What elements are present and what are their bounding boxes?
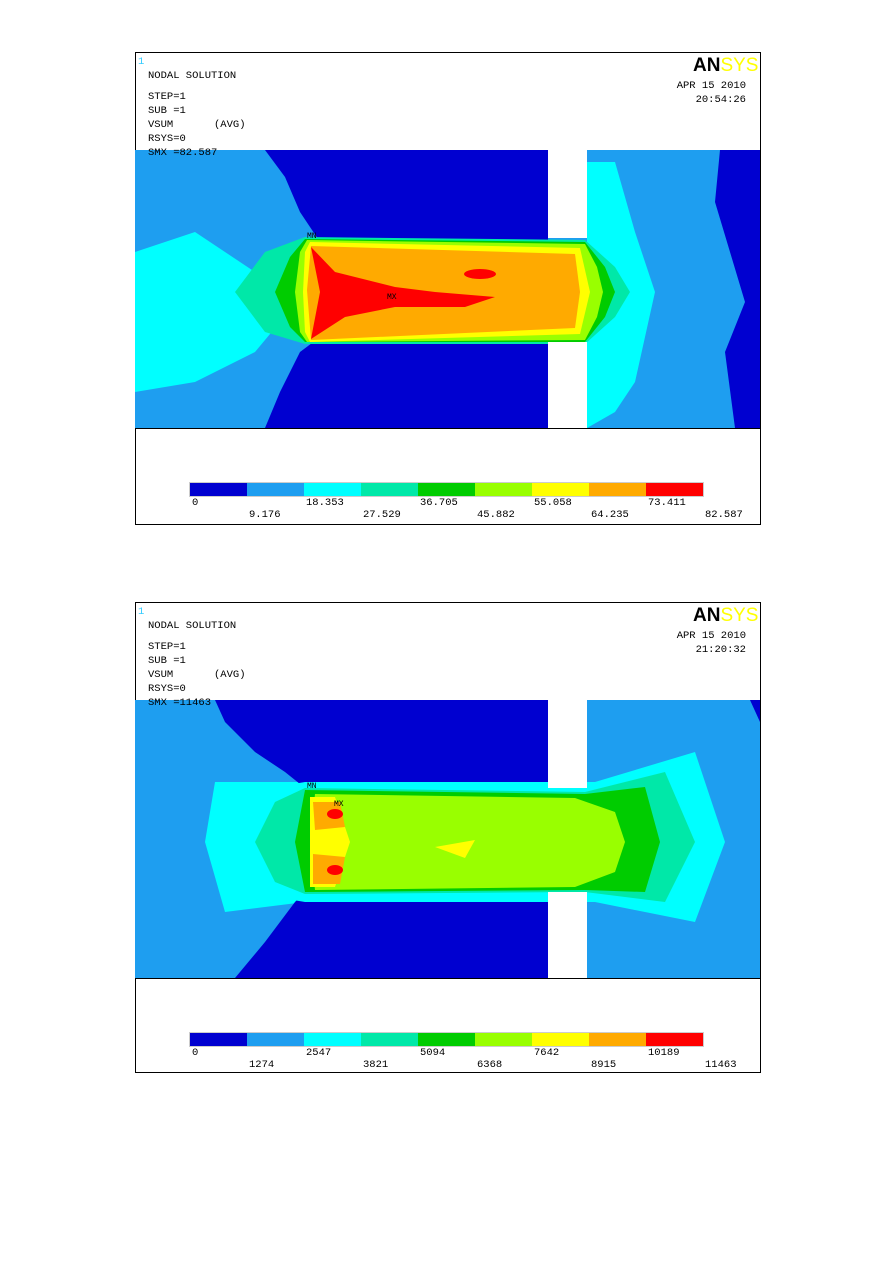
slot	[548, 150, 587, 238]
logo: AN	[693, 55, 720, 76]
slot	[548, 892, 587, 978]
legend-label: 3821	[363, 1059, 388, 1071]
label: SUB =1	[148, 105, 186, 117]
legend-swatch	[247, 1033, 304, 1046]
legend-label: 5094	[420, 1047, 445, 1059]
legend-swatch	[646, 483, 703, 496]
legend-swatch	[475, 1033, 532, 1046]
label: NODAL SOLUTION	[148, 620, 236, 632]
legend-label: 2547	[306, 1047, 331, 1059]
label: STEP=1	[148, 641, 186, 653]
time: 21:20:32	[696, 644, 746, 656]
legend-label: 18.353	[306, 497, 344, 509]
min-marker: MN	[307, 782, 317, 791]
legend-swatch	[532, 1033, 589, 1046]
legend-label: 0	[192, 497, 198, 509]
legend-label: 36.705	[420, 497, 458, 509]
label: NODAL SOLUTION	[148, 70, 236, 82]
label: RSYS=0	[148, 133, 186, 145]
legend-swatch	[589, 483, 646, 496]
legend-swatch	[475, 483, 532, 496]
label: STEP=1	[148, 91, 186, 103]
legend-swatch	[361, 483, 418, 496]
legend-label: 1274	[249, 1059, 274, 1071]
label: (AVG)	[214, 119, 246, 131]
legend-label: 45.882	[477, 509, 515, 521]
legend-label: 0	[192, 1047, 198, 1059]
label: (AVG)	[214, 669, 246, 681]
contour-region	[265, 150, 548, 242]
contour-region	[215, 700, 548, 792]
contour-region	[135, 232, 305, 392]
slot	[548, 342, 587, 428]
label: RSYS=0	[148, 683, 186, 695]
legend-label: 6368	[477, 1059, 502, 1071]
time: 20:54:26	[696, 94, 746, 106]
legend-label: 55.058	[534, 497, 572, 509]
contour-region	[311, 247, 495, 339]
legend-label: 27.529	[363, 509, 401, 521]
legend-swatch	[190, 483, 247, 496]
legend-label: 9.176	[249, 509, 281, 521]
legend-swatch	[361, 1033, 418, 1046]
legend-label: 7642	[534, 1047, 559, 1059]
contour-region	[327, 809, 343, 819]
legend-label: 73.411	[648, 497, 686, 509]
plot-panel: 1 NODAL SOLUTION STEP=1 SUB =1 VSUM (AVG) RSYS…	[135, 602, 761, 1073]
contour-region	[750, 700, 760, 722]
legend-swatch	[247, 483, 304, 496]
label: SUB =1	[148, 655, 186, 667]
contour-region	[464, 269, 496, 279]
legend-swatch	[418, 483, 475, 496]
contour-region	[265, 337, 548, 428]
legend-swatch	[418, 1033, 475, 1046]
legend-swatch	[532, 483, 589, 496]
window-number: 1	[138, 56, 144, 68]
slot	[548, 700, 587, 788]
label: VSUM	[148, 669, 173, 681]
legend-swatch	[304, 483, 361, 496]
legend-label: 64.235	[591, 509, 629, 521]
logo: SYS	[720, 605, 758, 626]
legend-swatch	[589, 1033, 646, 1046]
legend-swatch	[646, 1033, 703, 1046]
legend-label: 82.587	[705, 509, 743, 521]
max-marker: MX	[387, 293, 397, 302]
legend-swatch	[190, 1033, 247, 1046]
plot-panel: 1 NODAL SOLUTION STEP=1 SUB =1 VSUM (AVG) RSYS…	[135, 52, 761, 525]
contour-region	[235, 887, 548, 978]
legend-label: 10189	[648, 1047, 680, 1059]
logo: AN	[693, 605, 720, 626]
legend-label: 8915	[591, 1059, 616, 1071]
label: SMX =82.587	[148, 147, 217, 159]
label: SMX =11463	[148, 697, 211, 709]
label: VSUM	[148, 119, 173, 131]
legend-swatch	[304, 1033, 361, 1046]
contour-region	[435, 840, 475, 858]
contour-region	[715, 150, 760, 428]
date: APR 15 2010	[677, 80, 746, 92]
contour-region	[327, 865, 343, 875]
window-number: 1	[138, 606, 144, 618]
max-marker: MX	[334, 800, 344, 809]
date: APR 15 2010	[677, 630, 746, 642]
legend-label: 11463	[705, 1059, 737, 1071]
min-marker: MN	[307, 232, 317, 241]
logo: SYS	[720, 55, 758, 76]
